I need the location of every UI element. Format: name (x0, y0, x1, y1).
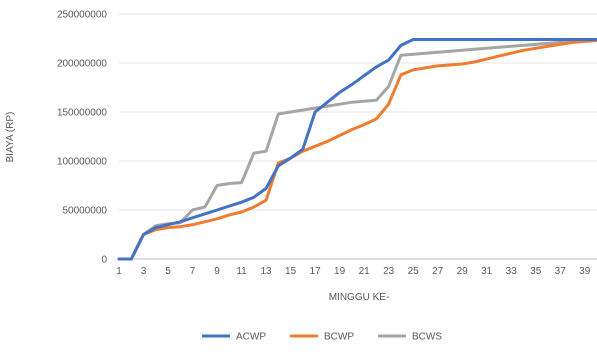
x-tick-label: 5 (165, 266, 171, 277)
y-tick-label: 0 (101, 255, 107, 266)
legend-label-bcwp: BCWP (324, 332, 354, 343)
legend-label-acwp: ACWP (236, 332, 266, 343)
y-tick-label: 100000000 (57, 157, 107, 168)
y-tick-label: 150000000 (57, 108, 107, 119)
x-tick-label: 13 (261, 266, 273, 277)
x-tick-label: 31 (481, 266, 493, 277)
y-tick-label: 200000000 (57, 59, 107, 70)
x-tick-label: 27 (432, 266, 444, 277)
series-line-bcwp (117, 39, 597, 261)
x-tick-label: 21 (359, 266, 371, 277)
y-tick-label: 250000000 (57, 10, 107, 21)
x-tick-label: 25 (408, 266, 420, 277)
x-tick-label: 37 (555, 266, 567, 277)
x-tick-label: 35 (530, 266, 542, 277)
x-tick-label: 9 (214, 266, 220, 277)
x-axis-title: MINGGU KE- (329, 292, 390, 303)
x-tick-label: 1 (116, 266, 122, 277)
x-tick-label: 19 (334, 266, 346, 277)
x-tick-label: 33 (506, 266, 518, 277)
series-layer (117, 38, 597, 261)
legend-label-bcws: BCWS (412, 332, 442, 343)
x-tick-label: 17 (310, 266, 322, 277)
axis-layer: 0 50000000 100000000 150000000 200000000 2500… (57, 10, 591, 278)
series-line-acwp (117, 38, 597, 261)
x-tick-label: 11 (236, 266, 247, 277)
x-tick-label: 23 (383, 266, 395, 277)
y-tick-label: 50000000 (63, 206, 108, 217)
x-tick-label: 39 (579, 266, 591, 277)
x-tick-label: 15 (285, 266, 297, 277)
y-axis-title: BIAYA (RP) (5, 112, 16, 163)
x-tick-label: 29 (457, 266, 469, 277)
series-line-bcws (117, 38, 597, 261)
legend: ACWP BCWP BCWS (202, 332, 442, 343)
x-tick-label: 3 (141, 266, 147, 277)
x-tick-label: 7 (190, 266, 196, 277)
